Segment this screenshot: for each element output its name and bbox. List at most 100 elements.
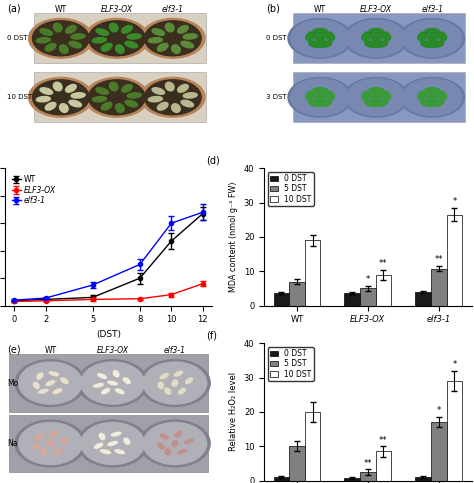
Ellipse shape [365, 41, 378, 47]
Bar [376, 452, 391, 481]
Ellipse shape [157, 102, 168, 110]
Bar [289, 446, 305, 481]
Bar [273, 477, 289, 481]
Ellipse shape [374, 41, 388, 47]
Ellipse shape [112, 369, 120, 378]
Circle shape [346, 79, 406, 115]
Ellipse shape [71, 93, 85, 98]
Circle shape [141, 77, 205, 117]
Ellipse shape [92, 97, 106, 102]
Text: (e): (e) [7, 344, 20, 355]
Ellipse shape [71, 34, 85, 39]
FancyBboxPatch shape [293, 14, 465, 63]
Ellipse shape [318, 41, 332, 47]
FancyBboxPatch shape [34, 14, 206, 63]
Circle shape [143, 423, 207, 465]
Text: elf3-1: elf3-1 [162, 5, 184, 14]
Ellipse shape [152, 88, 164, 94]
Bar [447, 381, 462, 481]
Circle shape [28, 18, 93, 58]
Ellipse shape [93, 442, 104, 449]
Ellipse shape [362, 91, 371, 99]
Ellipse shape [36, 97, 50, 102]
Ellipse shape [372, 93, 381, 102]
Ellipse shape [93, 383, 104, 388]
Ellipse shape [40, 88, 53, 94]
Ellipse shape [156, 442, 165, 450]
Text: elf3-1: elf3-1 [421, 5, 443, 14]
Circle shape [141, 18, 205, 58]
Circle shape [28, 77, 93, 117]
Circle shape [77, 360, 148, 406]
Ellipse shape [97, 373, 107, 379]
Ellipse shape [171, 440, 179, 448]
Bar [431, 422, 447, 481]
Ellipse shape [171, 379, 179, 387]
Ellipse shape [173, 370, 183, 377]
Ellipse shape [125, 42, 137, 48]
Circle shape [346, 20, 406, 57]
Ellipse shape [40, 448, 47, 456]
Ellipse shape [172, 45, 180, 54]
Ellipse shape [122, 377, 131, 384]
Circle shape [18, 423, 82, 465]
Ellipse shape [157, 43, 168, 51]
Ellipse shape [178, 26, 188, 33]
Circle shape [15, 420, 86, 467]
Text: (d): (d) [206, 156, 220, 166]
Legend: WT, ELF3-OX, elf3-1: WT, ELF3-OX, elf3-1 [9, 172, 59, 208]
Ellipse shape [127, 34, 141, 39]
Ellipse shape [33, 442, 40, 450]
Ellipse shape [425, 28, 439, 34]
Ellipse shape [178, 85, 188, 92]
Circle shape [143, 362, 207, 404]
Bar [376, 275, 391, 306]
Ellipse shape [107, 440, 118, 446]
Ellipse shape [430, 100, 444, 106]
Ellipse shape [52, 388, 63, 395]
Text: *: * [366, 275, 370, 284]
Ellipse shape [164, 448, 172, 456]
Circle shape [291, 79, 350, 115]
Circle shape [400, 77, 465, 117]
Ellipse shape [46, 43, 56, 51]
Legend: 0 DST, 5 DST, 10 DST: 0 DST, 5 DST, 10 DST [268, 347, 313, 381]
FancyBboxPatch shape [9, 354, 208, 412]
Ellipse shape [430, 41, 444, 47]
Text: 0 DST: 0 DST [7, 35, 27, 42]
Text: **: ** [435, 255, 443, 264]
Text: WT: WT [314, 5, 326, 14]
Ellipse shape [61, 437, 68, 445]
Ellipse shape [374, 100, 388, 106]
Ellipse shape [183, 34, 197, 39]
Ellipse shape [183, 93, 197, 98]
Circle shape [400, 18, 465, 58]
Circle shape [89, 80, 145, 115]
Circle shape [344, 18, 408, 58]
Ellipse shape [123, 437, 130, 445]
Text: elf3-1: elf3-1 [164, 346, 186, 355]
Ellipse shape [37, 388, 49, 394]
Ellipse shape [159, 433, 169, 440]
Ellipse shape [148, 97, 163, 102]
Ellipse shape [313, 87, 328, 93]
Ellipse shape [107, 380, 118, 386]
Ellipse shape [60, 45, 68, 54]
Circle shape [77, 420, 148, 467]
Ellipse shape [54, 82, 62, 91]
Text: *: * [452, 360, 456, 369]
Ellipse shape [36, 38, 50, 43]
Ellipse shape [165, 82, 174, 91]
Ellipse shape [122, 85, 132, 92]
Ellipse shape [316, 34, 325, 43]
Ellipse shape [109, 23, 118, 32]
Bar [360, 472, 376, 481]
Circle shape [85, 18, 149, 58]
Ellipse shape [309, 41, 322, 47]
Bar [415, 477, 431, 481]
Ellipse shape [313, 28, 328, 34]
Ellipse shape [96, 88, 109, 94]
Ellipse shape [148, 38, 163, 43]
Ellipse shape [437, 91, 447, 99]
Ellipse shape [99, 432, 106, 440]
